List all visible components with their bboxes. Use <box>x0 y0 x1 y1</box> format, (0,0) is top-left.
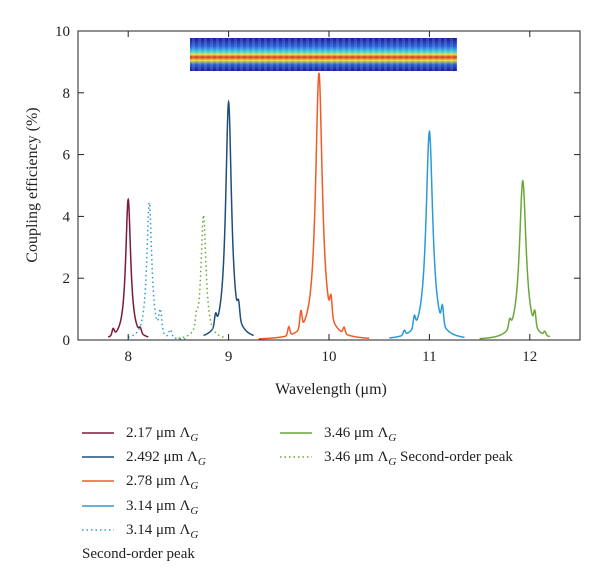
field-profile-inset <box>190 38 457 71</box>
legend-swatch <box>82 432 114 434</box>
x-tick-label: 11 <box>422 349 436 365</box>
legend-swatch <box>82 529 114 531</box>
y-tick-label: 10 <box>55 24 70 40</box>
y-tick-label: 8 <box>63 86 71 102</box>
series-line-6 <box>178 214 224 339</box>
y-tick-label: 0 <box>63 333 71 349</box>
legend-label: 3.14 μm ΛG <box>126 498 199 517</box>
x-tick-label: 12 <box>522 349 537 365</box>
series-line-3 <box>389 129 465 339</box>
legend-label: 2.78 μm ΛG <box>126 473 199 492</box>
legend-label: 2.17 μm ΛG <box>126 425 199 444</box>
legend-swatch <box>82 480 114 482</box>
series-line-1 <box>203 99 254 337</box>
series-line-4 <box>128 199 189 340</box>
tick-layer: 8 9 10 11 12 0 2 4 6 8 10 <box>55 24 580 365</box>
legend-label: 3.14 μm ΛG <box>126 522 199 541</box>
y-tick-label: 4 <box>63 209 71 225</box>
series-line-2 <box>258 72 370 340</box>
legend-swatch <box>82 456 114 458</box>
legend-swatch <box>82 505 114 507</box>
legend-note: Second-order peak <box>82 546 195 562</box>
axes-layer <box>77 30 581 341</box>
legend-swatch <box>280 456 312 458</box>
x-tick-label: 9 <box>225 349 233 365</box>
legend-swatch <box>280 432 312 434</box>
y-tick-label: 6 <box>63 148 71 164</box>
series-layer <box>107 72 551 340</box>
y-axis-label: Coupling efficiency (%) <box>24 107 41 262</box>
legend-label: 3.46 μm ΛG <box>324 425 397 444</box>
series-line-5 <box>479 179 551 340</box>
x-axis-label: Wavelength (μm) <box>275 381 387 398</box>
legend-label: 3.46 μm ΛG Second-order peak <box>324 449 513 468</box>
x-tick-label: 8 <box>124 349 132 365</box>
plot-frame <box>77 30 581 341</box>
legend-label: 2.492 μm ΛG <box>126 449 206 468</box>
y-tick-label: 2 <box>63 271 71 287</box>
x-tick-label: 10 <box>322 349 337 365</box>
inset-stripes <box>190 38 457 71</box>
series-line-0 <box>107 197 149 338</box>
